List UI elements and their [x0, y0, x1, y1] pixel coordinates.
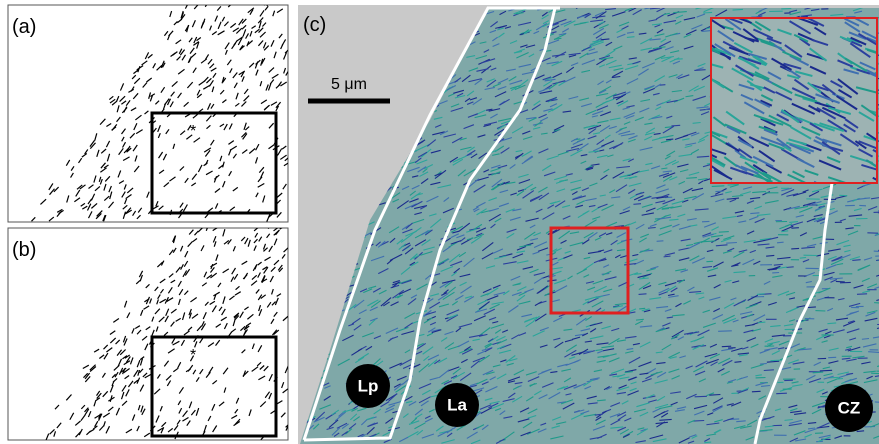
panel-c-label: (c) [303, 14, 326, 36]
fiber [666, 139, 673, 140]
fiber [734, 362, 741, 363]
fiber [813, 372, 824, 373]
fiber [764, 370, 774, 371]
fiber [627, 37, 635, 38]
fiber [709, 395, 720, 396]
panel-b-frame [8, 228, 288, 440]
fiber [719, 232, 729, 233]
region-label: La [447, 395, 467, 414]
inset-strokes [705, 15, 879, 198]
fiber [648, 228, 656, 229]
fiber [726, 243, 737, 244]
fiber [874, 212, 879, 213]
fiber [862, 339, 869, 340]
fiber [757, 294, 765, 295]
fiber [758, 322, 766, 323]
fiber [704, 442, 711, 443]
region-label: CZ [838, 398, 861, 417]
fiber [639, 294, 647, 295]
fiber [770, 360, 783, 361]
fiber [791, 248, 799, 249]
fiber [777, 242, 784, 243]
fiber [633, 204, 641, 205]
fiber [874, 251, 879, 252]
figure: * (a) * (b) 5 μm (c) Lp La CZ [0, 0, 879, 444]
fiber [771, 269, 777, 270]
fiber [852, 260, 860, 261]
fiber [694, 70, 705, 71]
fiber [718, 331, 732, 332]
fiber [693, 123, 701, 124]
dash [254, 223, 256, 228]
fiber [733, 9, 743, 10]
fiber [671, 125, 680, 126]
fiber [712, 186, 725, 187]
fiber [686, 178, 697, 179]
fiber [864, 198, 870, 199]
panel-a-marker: * [190, 123, 196, 140]
panel-b-marker: * [190, 347, 196, 364]
fiber [664, 256, 671, 257]
fiber [674, 59, 683, 60]
fiber [703, 12, 712, 13]
fiber [639, 308, 645, 309]
panel-a-label: (a) [12, 16, 36, 38]
fiber [695, 396, 707, 397]
scale-bar-label: 5 μm [331, 76, 367, 93]
fiber [820, 370, 832, 371]
region-label: Lp [358, 376, 379, 395]
panel-b-label: (b) [12, 239, 36, 261]
fiber [786, 267, 794, 268]
fiber [836, 379, 843, 380]
fiber [750, 213, 759, 214]
